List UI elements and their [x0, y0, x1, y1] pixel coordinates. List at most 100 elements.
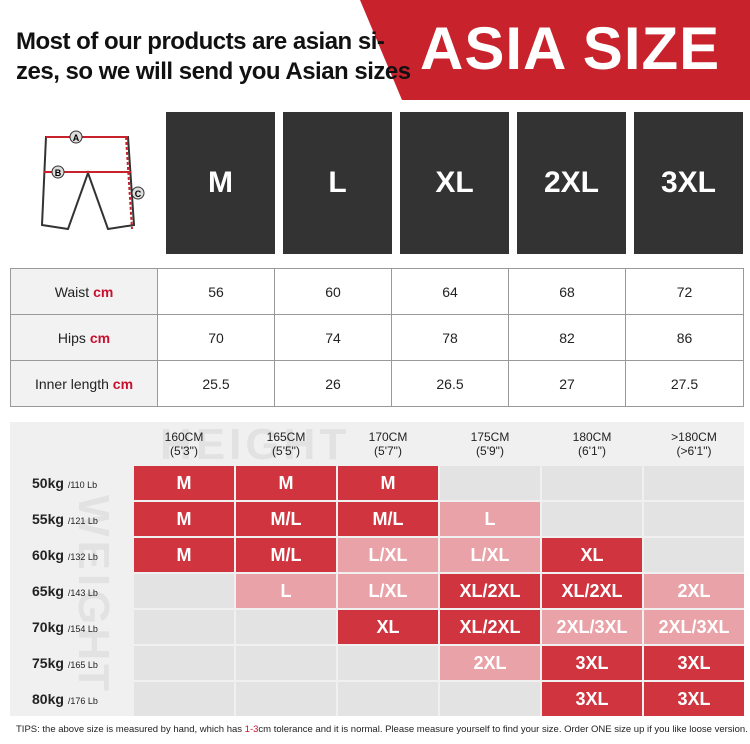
empty-cell [338, 646, 438, 680]
empty-cell [236, 610, 336, 644]
empty-cell [644, 538, 744, 572]
measure-unit: cm [93, 283, 114, 300]
measure-value: 70 [157, 314, 275, 361]
empty-cell [542, 502, 642, 536]
header-line: zes, so we will send you Asian sizes [16, 58, 411, 85]
weight-lb: /165 Lb [67, 660, 98, 670]
height-cm: >180CM [671, 430, 717, 444]
diagram-label: A [73, 133, 80, 143]
size-cell: 3XL [644, 682, 744, 716]
size-cell: 2XL [644, 574, 744, 608]
measure-label: Hips cm [10, 314, 158, 361]
measure-value: 82 [508, 314, 626, 361]
height-header: 165CM (5'5") [236, 430, 336, 458]
watermark: HEIGHT [160, 420, 351, 469]
measure-value: 60 [274, 268, 392, 315]
empty-cell [338, 682, 438, 716]
height-cm: 180CM [572, 430, 612, 444]
measure-value: 27.5 [625, 360, 744, 407]
measure-value: 26 [274, 360, 392, 407]
size-cell: M [236, 466, 336, 500]
tips: TIPS: the above size is measured by hand… [16, 724, 748, 735]
size-cell: 3XL [644, 646, 744, 680]
empty-cell [134, 682, 234, 716]
height-cm: 160CM [164, 430, 204, 444]
measure-label: Inner length cm [10, 360, 158, 407]
height-ft: (6'1") [578, 444, 606, 458]
size-cell: L/XL [338, 538, 438, 572]
measure-value: 74 [274, 314, 392, 361]
measure-value: 78 [391, 314, 509, 361]
banner-title: ASIA SIZE [420, 15, 721, 82]
weight-label: 50kg /110 Lb [32, 475, 97, 491]
weight-label: 75kg /165 Lb [32, 655, 98, 671]
size-cell: L [440, 502, 540, 536]
weight-label: 60kg /132 Lb [32, 547, 98, 563]
weight-kg: 80kg [32, 691, 64, 707]
height-cm: 175CM [470, 430, 510, 444]
weight-lb: /110 Lb [67, 480, 98, 490]
height-cm: 170CM [368, 430, 408, 444]
weight-kg: 65kg [32, 583, 64, 599]
tips-text: cm tolerance and it is normal. Please me… [258, 724, 748, 735]
empty-cell [644, 466, 744, 500]
size-cell: XL/2XL [542, 574, 642, 608]
height-header: 180CM (6'1") [542, 430, 642, 458]
weight-lb: /154 Lb [67, 624, 98, 634]
measure-value: 25.5 [157, 360, 275, 407]
measure-unit: cm [112, 375, 134, 392]
size-cell: 2XL [440, 646, 540, 680]
height-ft: (5'5") [272, 444, 300, 458]
height-cm: 165CM [266, 430, 306, 444]
measure-value: 72 [625, 268, 744, 315]
weight-kg: 50kg [32, 475, 64, 491]
height-ft: (>6'1") [676, 444, 712, 458]
measure-value: 68 [508, 268, 626, 315]
height-ft: (5'9") [476, 444, 504, 458]
size-cell: XL/2XL [440, 574, 540, 608]
size-box: 2XL [517, 112, 626, 254]
size-cell: XL [542, 538, 642, 572]
weight-lb: /143 Lb [67, 588, 98, 598]
empty-cell [134, 646, 234, 680]
size-cell: M [134, 538, 234, 572]
weight-label: 55kg /121 Lb [32, 511, 98, 527]
size-box: M [166, 112, 275, 254]
size-box: 3XL [634, 112, 743, 254]
measure-label: Waist cm [10, 268, 158, 315]
measure-value: 26.5 [391, 360, 509, 407]
measure-unit: cm [89, 329, 111, 346]
empty-cell [236, 646, 336, 680]
weight-label: 80kg /176 Lb [32, 691, 98, 707]
header-line: Most of our products are asian si- [16, 28, 385, 55]
size-cell: M [338, 466, 438, 500]
size-cell: L/XL [440, 538, 540, 572]
size-cell: 3XL [542, 682, 642, 716]
empty-cell [644, 502, 744, 536]
weight-kg: 75kg [32, 655, 64, 671]
empty-cell [236, 682, 336, 716]
empty-cell [542, 466, 642, 500]
weight-label: 70kg /154 Lb [32, 619, 98, 635]
size-cell: M/L [236, 502, 336, 536]
weight-label: 65kg /143 Lb [32, 583, 98, 599]
height-header: >180CM (>6'1") [644, 430, 744, 458]
height-header: 175CM (5'9") [440, 430, 540, 458]
height-ft: (5'7") [374, 444, 402, 458]
weight-lb: /132 Lb [67, 552, 98, 562]
size-cell: M [134, 502, 234, 536]
weight-kg: 60kg [32, 547, 64, 563]
banner [360, 0, 750, 100]
size-box: L [283, 112, 392, 254]
empty-cell [440, 682, 540, 716]
tips-text: TIPS: the above size is measured by hand… [16, 724, 245, 735]
weight-lb: /176 Lb [67, 696, 98, 706]
measure-value: 27 [508, 360, 626, 407]
measure-name: Waist [54, 283, 90, 300]
weight-lb: /121 Lb [67, 516, 98, 526]
height-header: 160CM (5'3") [134, 430, 234, 458]
measure-value: 64 [391, 268, 509, 315]
size-cell: 2XL/3XL [644, 610, 744, 644]
size-cell: M/L [338, 502, 438, 536]
